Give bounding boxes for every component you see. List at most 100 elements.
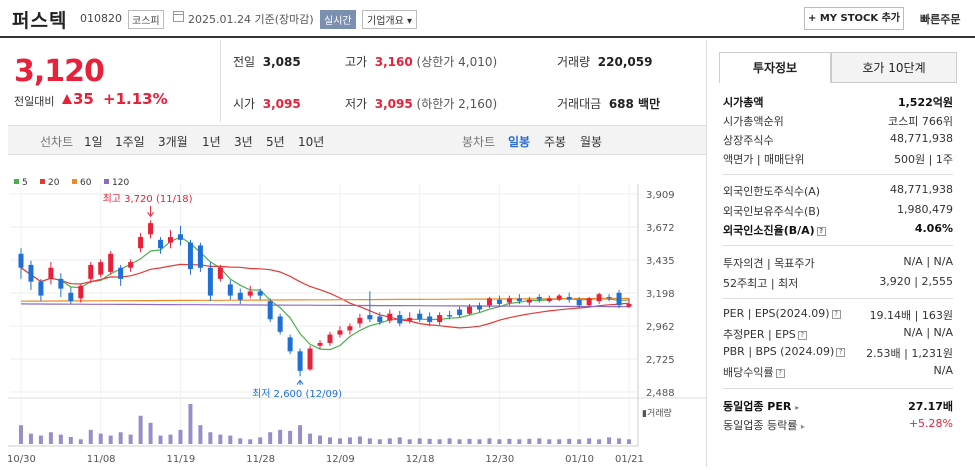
realtime-button[interactable]: 실시간 [320,10,356,29]
volume-bar [278,429,283,444]
candle-body [506,298,512,303]
legend-label: 5 [22,178,28,188]
candle-body [377,316,383,323]
period-10y[interactable]: 10년 [298,135,325,149]
volume-bar [88,429,93,444]
volume-bar [467,438,472,444]
help-icon[interactable]: ? [836,347,846,357]
max-arrow-icon [147,206,154,218]
x-tick-label: 12/30 [485,454,514,465]
period-weekly[interactable]: 주봉 [544,135,567,149]
x-tick-label: 10/30 [8,454,36,465]
candle-body [187,242,193,270]
period-daily[interactable]: 일봉 [508,135,531,149]
candle-body [606,296,612,299]
ma60-line [20,297,630,302]
volume-bar [78,439,83,444]
period-1d[interactable]: 1일 [84,135,103,149]
volume-bar [288,430,293,444]
y-tick-label: 3,672 [646,223,675,234]
max-price-label: 최고 3,720 (11/18) [103,193,193,205]
quick-order-link[interactable]: 빠른주문 [920,13,961,26]
info-pbr: PBR | BPS (2024.09)? 2.53배 | 1,231원 [723,345,953,360]
period-3y[interactable]: 3년 [234,135,253,149]
divider [723,174,953,175]
divider [220,40,221,122]
candle-chart-label: 봉차트 [462,135,496,149]
volume-bar [128,434,133,444]
volume-bar [417,438,422,444]
candle-body [217,267,223,279]
x-tick-label: 11/08 [87,454,116,465]
candle-body [357,317,363,324]
candle-body [327,334,333,343]
period-1w[interactable]: 1주일 [115,135,145,149]
candle-body [486,298,492,306]
volume-bar [367,438,372,444]
info-shares: 상장주식수 48,771,938 [723,132,953,147]
volume-bar [387,438,392,444]
candle-body [447,315,453,317]
volume-bar [427,438,432,444]
candle-body [118,267,124,279]
candle-body [437,315,443,323]
line-chart-label: 선차트 [40,135,74,149]
x-tick-label: 11/28 [246,454,275,465]
help-icon[interactable]: ? [816,226,826,236]
volume-bar [58,434,63,444]
candle-body [297,351,303,371]
volume-bar [437,439,442,444]
volume-bar [457,439,462,444]
volume: 거래량 220,059 [557,55,653,69]
info-opinion: 투자의견 | 목표주가 N/A | N/A [723,255,953,270]
period-3m[interactable]: 3개월 [158,135,188,149]
candle-body [397,315,403,324]
help-icon[interactable]: ? [775,368,785,378]
info-foreign-ratio: 외국인소진율(B/A)? 4.06% [723,222,953,237]
up-arrow-icon [62,94,72,104]
candle-body [128,262,134,268]
legend-swatch [104,179,109,184]
help-icon[interactable]: ? [831,309,841,319]
volume-bar [547,439,552,444]
help-icon[interactable]: ? [797,330,807,340]
volume-bar [487,438,492,444]
volume-bar [198,425,203,444]
info-dividend: 배당수익률? N/A [723,364,953,379]
volume-label: ▮거래량 [642,407,672,419]
y-tick-label: 2,725 [646,355,675,366]
corp-info-dropdown[interactable]: 기업개요 ▾ [362,10,417,29]
current-price: 3,120 [14,54,105,89]
candle-body [536,296,542,300]
period-5y[interactable]: 5년 [266,135,285,149]
candle-body [337,330,343,335]
candle-body [427,316,433,323]
period-monthly[interactable]: 월봉 [580,135,603,149]
base-date: 2025.01.24 기준(장마감) [188,13,314,26]
candle-body [516,298,522,302]
volume-bar [178,429,183,444]
period-1y[interactable]: 1년 [202,135,221,149]
volume-bar [118,432,123,444]
candle-body [367,315,373,320]
tab-invest-info[interactable]: 투자정보 [719,52,831,83]
volume-bar [357,436,362,444]
candle-body [38,281,44,296]
candle-body [566,296,572,300]
volume-bar [527,438,532,444]
candle-body [98,262,104,275]
min-price-label: 최저 2,600 (12/09) [252,388,342,400]
volume-bar [347,437,352,444]
add-mystock-button[interactable]: + MY STOCK 추가 [804,7,904,30]
x-tick-label: 12/18 [406,454,435,465]
divider [723,245,953,246]
y-tick-label: 3,198 [646,289,675,300]
price-change-pct: +1.13% [103,90,168,108]
tab-hoga[interactable]: 호가 10단계 [831,52,957,83]
info-per: PER | EPS(2024.09)? 19.14배 | 163원 [723,307,953,322]
volume-bar [607,437,612,444]
change-label: 전일대비 [14,95,55,108]
candle-body [307,348,313,370]
volume-bar [208,432,213,444]
x-tick-label: 01/21 [615,454,644,465]
